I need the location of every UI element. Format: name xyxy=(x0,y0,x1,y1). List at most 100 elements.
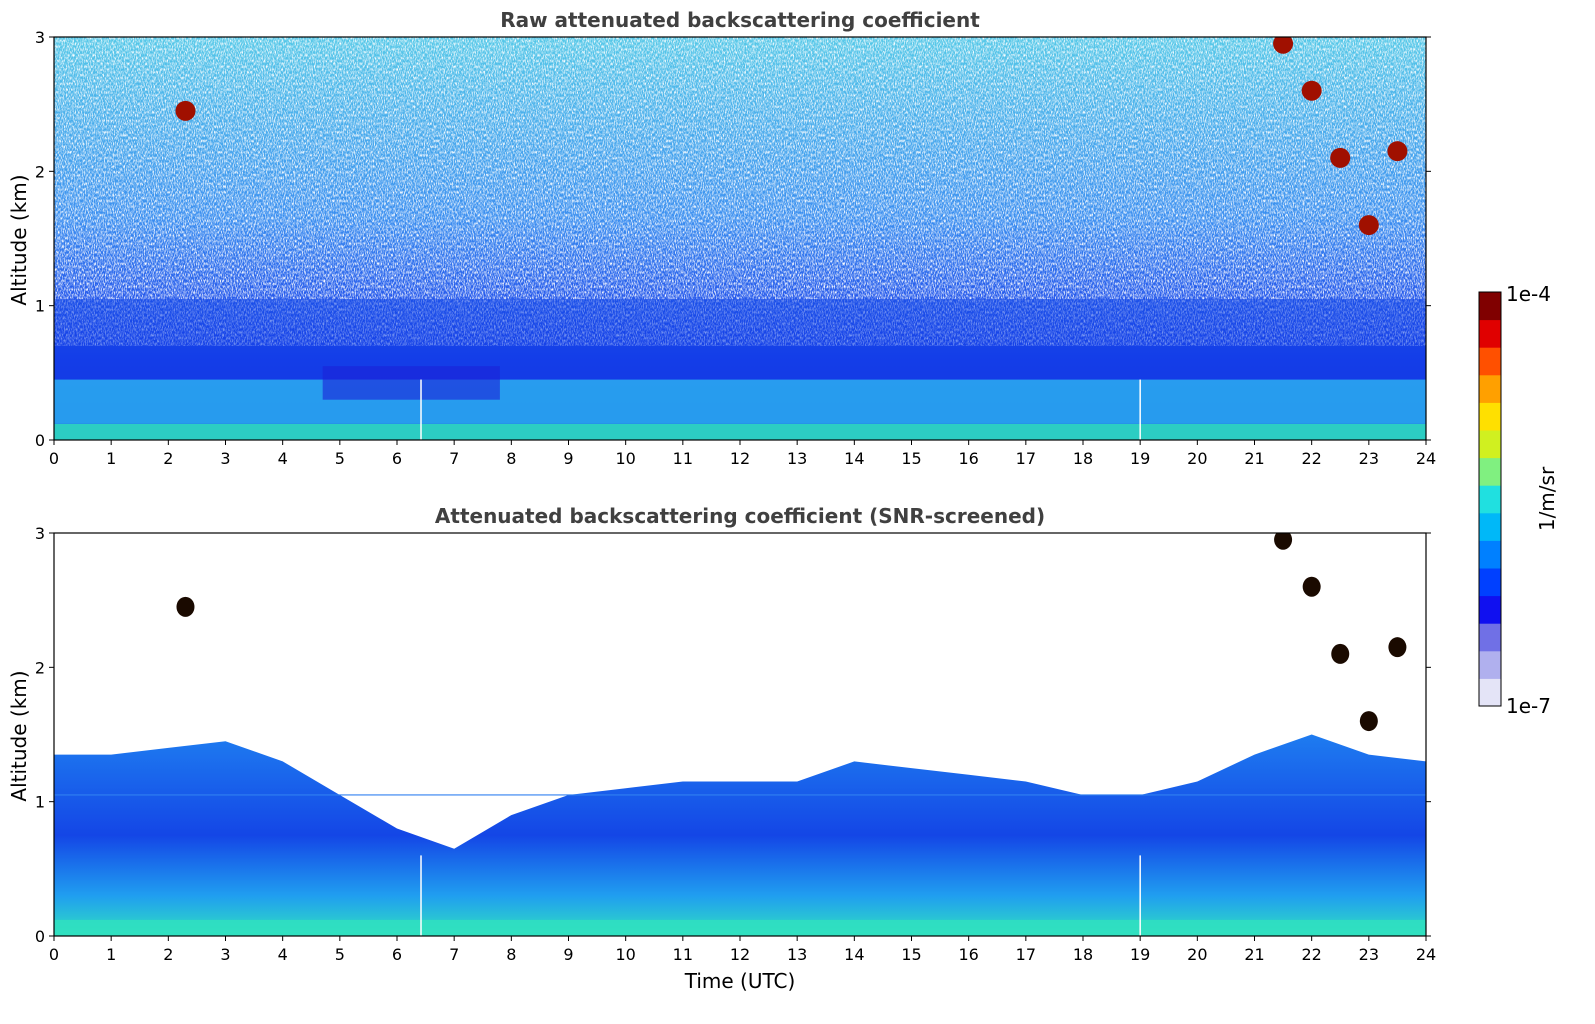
x-tick-label: 18 xyxy=(1073,945,1093,964)
raw-heatmap-area xyxy=(54,37,1426,440)
x-tick-label: 6 xyxy=(392,449,402,468)
x-tick-label: 11 xyxy=(673,449,693,468)
colorbar-frame xyxy=(1478,291,1502,707)
colorbar-step xyxy=(1479,319,1501,348)
x-tick-label: 9 xyxy=(563,449,573,468)
x-tick-label: 13 xyxy=(787,449,807,468)
x-tick-label: 23 xyxy=(1359,945,1379,964)
colorbar-step xyxy=(1479,430,1501,459)
colorbar-step xyxy=(1479,540,1501,569)
x-tick-label: 8 xyxy=(506,449,516,468)
x-tick-label: 6 xyxy=(392,945,402,964)
x-tick-label: 10 xyxy=(615,945,635,964)
layer-surface-layer xyxy=(54,423,1426,440)
x-tick-label: 20 xyxy=(1187,945,1207,964)
y-axis-ticks: 0 1 2 3 xyxy=(35,524,1431,946)
x-tick-label: 0 xyxy=(49,945,59,964)
cloud-feature xyxy=(1330,147,1351,168)
x-tick-label: 9 xyxy=(563,945,573,964)
x-tick-label: 15 xyxy=(901,945,921,964)
colorbar-min-label: 1e-7 xyxy=(1506,694,1551,718)
cloud-feature xyxy=(1331,643,1350,664)
y-axis-ticks: 0 1 2 3 xyxy=(35,28,1431,450)
x-tick-label: 20 xyxy=(1187,449,1207,468)
x-tick-label: 1 xyxy=(106,449,116,468)
cloud-feature xyxy=(1358,215,1379,236)
x-tick-label: 1 xyxy=(106,945,116,964)
raw-backscatter-panel: Raw attenuated backscattering coefficien… xyxy=(7,8,1436,468)
x-tick-label: 24 xyxy=(1416,945,1436,964)
x-tick-label: 15 xyxy=(901,449,921,468)
x-tick-label: 12 xyxy=(730,945,750,964)
x-tick-label: 21 xyxy=(1244,449,1264,468)
cloud-feature xyxy=(1301,80,1322,101)
x-tick-label: 7 xyxy=(449,945,459,964)
x-tick-label: 23 xyxy=(1359,449,1379,468)
cloud-feature xyxy=(176,596,195,617)
x-tick-label: 19 xyxy=(1130,945,1150,964)
colorbar-step xyxy=(1479,374,1501,403)
colorbar-step xyxy=(1479,512,1501,541)
x-tick-label: 5 xyxy=(335,449,345,468)
colorbar-step xyxy=(1479,568,1501,597)
x-tick-label: 12 xyxy=(730,449,750,468)
x-tick-label: 24 xyxy=(1416,449,1436,468)
cloud-feature xyxy=(1387,141,1408,162)
x-tick-label: 11 xyxy=(673,945,693,964)
colorbar-step xyxy=(1479,650,1501,679)
x-tick-label: 16 xyxy=(958,945,978,964)
y-tick-label: 0 xyxy=(35,927,45,946)
surface-layer xyxy=(54,919,1426,936)
cloud-feature xyxy=(1359,711,1378,732)
x-tick-label: 22 xyxy=(1301,449,1321,468)
panel-title: Raw attenuated backscattering coefficien… xyxy=(500,8,980,32)
x-tick-label: 4 xyxy=(278,449,288,468)
layer-mixed-boundary-layer xyxy=(54,379,1426,424)
x-tick-label: 13 xyxy=(787,945,807,964)
x-tick-label: 2 xyxy=(163,945,173,964)
colorbar-max-label: 1e-4 xyxy=(1506,282,1551,306)
colorbar-step xyxy=(1479,485,1501,514)
screened-signal-region xyxy=(54,734,1426,936)
x-tick-label: 5 xyxy=(335,945,345,964)
cloud-feature xyxy=(1274,533,1293,550)
colorbar-step xyxy=(1479,623,1501,652)
colorbar-step xyxy=(1479,457,1501,486)
x-tick-label: 19 xyxy=(1130,449,1150,468)
x-tick-label: 21 xyxy=(1244,945,1264,964)
colorbar-unit-label: 1/m/sr xyxy=(1535,466,1559,531)
cloud-feature xyxy=(1388,637,1407,658)
x-tick-label: 2 xyxy=(163,449,173,468)
dark-blue-layer xyxy=(322,366,500,400)
y-tick-label: 3 xyxy=(35,524,45,543)
x-tick-label: 14 xyxy=(844,945,864,964)
cloud-feature xyxy=(175,100,196,121)
y-tick-label: 2 xyxy=(35,658,45,677)
x-tick-label: 4 xyxy=(278,945,288,964)
cloud-feature xyxy=(1302,576,1321,597)
cloud-feature xyxy=(1273,37,1294,54)
x-tick-label: 18 xyxy=(1073,449,1093,468)
x-tick-label: 14 xyxy=(844,449,864,468)
colorbar-steps xyxy=(1479,292,1501,707)
y-axis-label: Altitude (km) xyxy=(7,174,31,305)
y-tick-label: 2 xyxy=(35,162,45,181)
y-tick-label: 3 xyxy=(35,28,45,47)
x-tick-label: 16 xyxy=(958,449,978,468)
colorbar-step xyxy=(1479,678,1501,707)
x-tick-label: 10 xyxy=(615,449,635,468)
y-tick-label: 0 xyxy=(35,431,45,450)
x-axis-ticks: 0 1 2 3 4 5 6 7 8 9 10 11 12 13 14 15 16 17 18 19 20 21 22 23 24 xyxy=(49,936,1436,964)
x-tick-label: 3 xyxy=(220,449,230,468)
noise-speckle xyxy=(54,37,1426,346)
x-tick-label: 7 xyxy=(449,449,459,468)
colorbar-step xyxy=(1479,595,1501,624)
x-tick-label: 8 xyxy=(506,945,516,964)
colorbar-step xyxy=(1479,402,1501,431)
y-axis-label: Altitude (km) xyxy=(7,670,31,801)
colorbar-step xyxy=(1479,292,1501,321)
snr-screened-panel: Attenuated backscattering coefficient (S… xyxy=(7,504,1436,993)
y-tick-label: 1 xyxy=(35,793,45,812)
